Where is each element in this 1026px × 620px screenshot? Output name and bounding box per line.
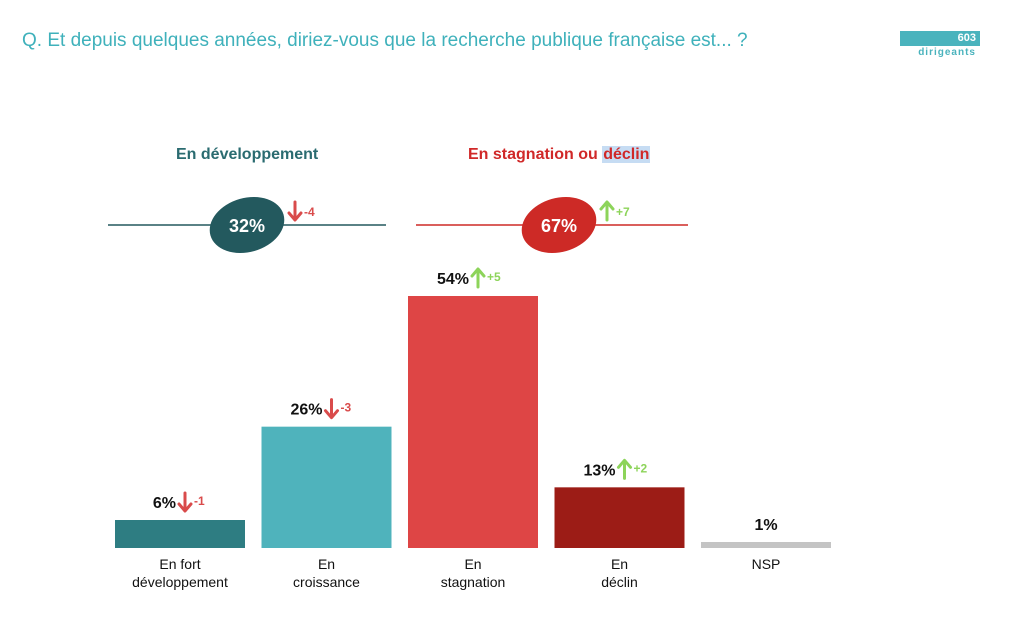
data-label-0: 6% bbox=[153, 495, 176, 512]
highlighted-word: déclin bbox=[602, 146, 651, 163]
delta-label-3: +2 bbox=[634, 461, 648, 475]
question-title: Q. Et depuis quelques années, diriez-vou… bbox=[22, 30, 748, 51]
bar-arrow-3-arrow-up-icon bbox=[617, 458, 632, 480]
category-label-line: NSP bbox=[751, 556, 781, 572]
group-title-development: En développement bbox=[176, 146, 319, 163]
group-delta-1: +7 bbox=[616, 205, 630, 219]
category-label-line: En bbox=[464, 556, 482, 572]
bar-arrow-2-arrow-up-icon bbox=[470, 267, 486, 289]
category-label-line: développement bbox=[132, 574, 228, 590]
bar-2 bbox=[408, 296, 538, 548]
data-label-3: 13% bbox=[583, 462, 615, 479]
category-label-line: En bbox=[317, 556, 336, 572]
group-ellipse-1 bbox=[521, 197, 597, 253]
category-label-line: stagnation bbox=[440, 574, 506, 590]
group-value-0: 32% bbox=[229, 216, 265, 236]
bar-0 bbox=[115, 520, 245, 548]
delta-label-1: -3 bbox=[341, 401, 352, 415]
category-label-3: En déclin bbox=[545, 555, 695, 591]
bar-arrow-0-arrow-down-icon bbox=[177, 491, 193, 513]
bar-arrow-1-arrow-down-icon bbox=[324, 398, 339, 420]
bar-1 bbox=[261, 426, 392, 548]
bar-4 bbox=[701, 542, 831, 548]
category-label-line: croissance bbox=[293, 574, 360, 590]
category-label-1: En croissance bbox=[252, 555, 402, 591]
delta-label-2: +5 bbox=[487, 270, 501, 284]
sample-count: 603 bbox=[957, 32, 976, 44]
data-label-1: 26% bbox=[290, 402, 322, 419]
category-label-line: En fort bbox=[159, 556, 201, 572]
category-label-line: En bbox=[610, 556, 629, 572]
category-label-0: En fort développement bbox=[105, 555, 255, 591]
group-arrow-1-arrow-up-icon bbox=[599, 200, 615, 222]
group-delta-0: -4 bbox=[304, 205, 315, 219]
bar-3 bbox=[554, 487, 685, 548]
delta-label-0: -1 bbox=[194, 494, 205, 508]
sample-badge: 603 dirigeants bbox=[900, 31, 980, 59]
category-label-4: NSP bbox=[691, 555, 841, 573]
sample-bar bbox=[900, 31, 980, 46]
data-label-2: 54% bbox=[437, 271, 469, 288]
category-label-2: En stagnation bbox=[398, 555, 548, 591]
sample-label: dirigeants bbox=[918, 47, 976, 58]
data-label-4: 1% bbox=[754, 517, 777, 534]
category-label-line: déclin bbox=[601, 574, 638, 590]
group-ellipse-0 bbox=[209, 197, 285, 253]
group-title-stagnation: En stagnation ou déclin bbox=[468, 146, 651, 163]
group-arrow-0-arrow-down-icon bbox=[287, 200, 303, 222]
group-value-1: 67% bbox=[541, 216, 577, 236]
